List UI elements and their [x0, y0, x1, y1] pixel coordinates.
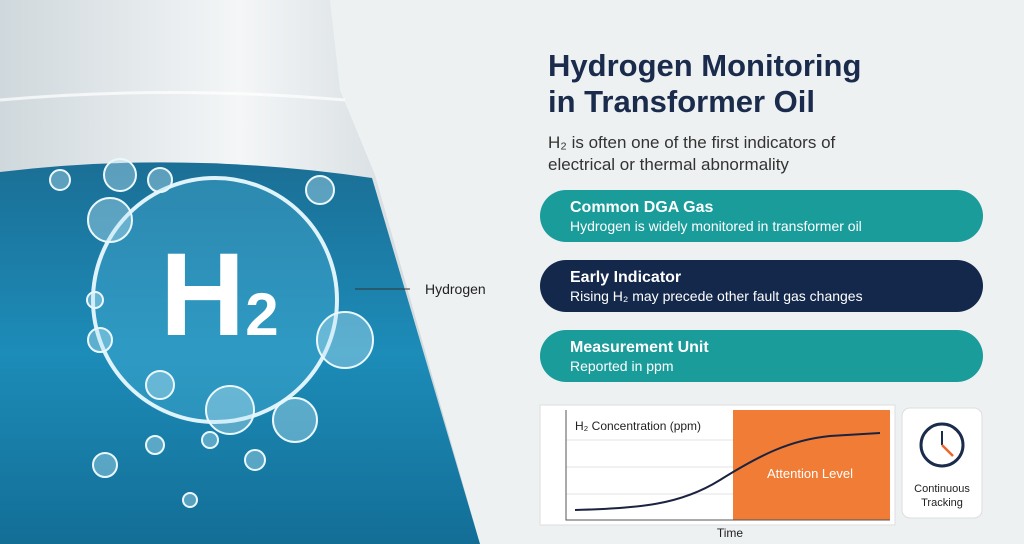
subtitle: H₂ is often one of the first indicators …	[548, 133, 836, 174]
info-card: Common DGA Gas Hydrogen is widely monitor…	[540, 190, 983, 242]
info-card: Early Indicator Rising H₂ may precede oth…	[540, 260, 983, 312]
bubbles	[49, 158, 374, 508]
h2-symbol: H2	[160, 229, 279, 361]
liquid	[0, 162, 480, 544]
flask-rim	[0, 91, 346, 102]
zone-label: Attention Level	[767, 466, 853, 481]
title: Hydrogen Monitoring in Transformer Oil	[548, 48, 862, 119]
x-label: Time	[717, 526, 744, 540]
trend-label: H₂ Concentration (ppm)	[575, 419, 701, 433]
grid	[566, 439, 733, 495]
info-card: Measurement Unit Reported in ppm	[540, 330, 983, 382]
attention-zone	[733, 410, 890, 520]
trend-curve	[574, 432, 881, 511]
axes	[565, 410, 890, 521]
tracking-label: Continuous Tracking	[914, 483, 970, 509]
big-bubble	[91, 176, 339, 424]
clock-icon	[919, 422, 965, 468]
callout-label: Hydrogen	[425, 281, 486, 297]
